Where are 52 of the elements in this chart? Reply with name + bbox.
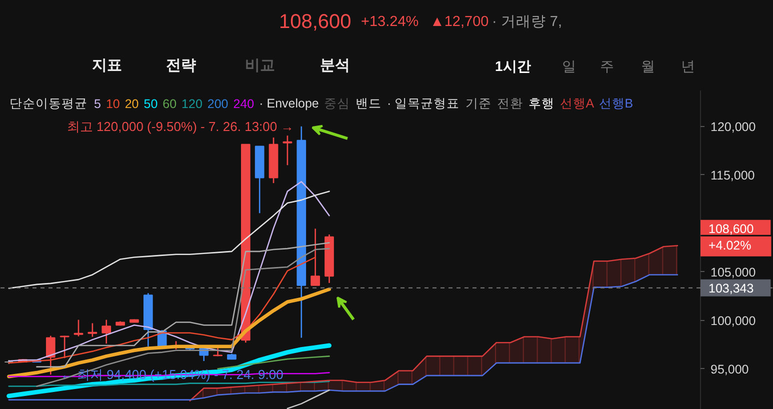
text: 선행B — [598, 96, 634, 110]
text: 비교 — [245, 57, 275, 75]
y-tick-label: 100,000 — [710, 314, 756, 328]
text: · 거래량 7, — [492, 14, 562, 32]
text: ▲12,700 — [430, 14, 489, 32]
text: +13.24% — [361, 14, 419, 32]
candlestick — [46, 335, 56, 376]
y-tick-label: 115,000 — [710, 168, 755, 182]
text: 60 — [162, 97, 177, 111]
legend-title: 단순이동평균 — [10, 96, 88, 110]
text: 5 — [94, 97, 101, 111]
annotation: 최고 120,000 (-9.50%) - 7. 26. 13:00 → — [66, 118, 294, 134]
text: 분석 — [320, 57, 350, 75]
text: +4.02% — [708, 238, 752, 252]
text: 120 — [182, 97, 202, 111]
legend-label: 후행 — [528, 96, 554, 110]
text: 10 — [106, 97, 120, 111]
text: 지표 — [92, 57, 122, 75]
text: 전략 — [166, 57, 196, 75]
candlestick — [74, 319, 84, 337]
candlestick — [282, 134, 292, 166]
text: 년 — [681, 58, 695, 74]
text: 240 — [233, 97, 254, 111]
candlestick — [88, 322, 98, 338]
y-tick-label: 95,000 — [710, 362, 749, 376]
annotation: · Envelope — [259, 96, 319, 110]
text: 전환 — [496, 96, 523, 110]
text: 108,600 — [279, 10, 352, 34]
text: 103,343 — [708, 281, 754, 296]
text: 밴드 — [356, 96, 382, 110]
text: 108,600 — [708, 222, 754, 236]
text: 50 — [144, 97, 158, 111]
line-series — [8, 274, 678, 400]
text: 20 — [124, 97, 139, 111]
text: 1시간 — [495, 58, 531, 74]
text: 일 — [562, 58, 576, 74]
text: 주 — [600, 58, 614, 74]
y-tick-label: 105,000 — [710, 265, 756, 280]
y-tick-label: 120,000 — [710, 120, 756, 134]
line-series — [36, 248, 330, 387]
line-series — [286, 389, 330, 409]
line-series — [36, 242, 330, 368]
legend-label: 중심 — [324, 96, 350, 110]
text: 월 — [641, 58, 655, 74]
candlestick — [102, 319, 112, 344]
line-series — [8, 190, 330, 289]
legend-label: 200 — [207, 97, 228, 111]
text: 선행A — [560, 96, 595, 110]
annotation: · 일목균형표 — [387, 96, 460, 110]
candlestick — [310, 228, 320, 286]
text: 기준 — [465, 96, 492, 110]
line-series — [217, 356, 330, 370]
